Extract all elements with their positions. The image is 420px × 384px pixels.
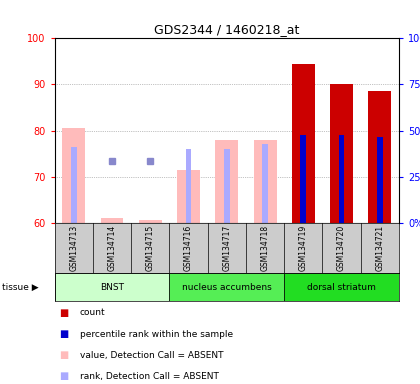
Text: ■: ■ <box>59 329 68 339</box>
Bar <box>300 135 306 223</box>
Text: BNST: BNST <box>100 283 124 291</box>
Bar <box>186 149 192 223</box>
Text: GSM134714: GSM134714 <box>108 225 116 271</box>
Text: GSM134717: GSM134717 <box>222 225 231 271</box>
Text: ■: ■ <box>59 371 68 381</box>
Bar <box>368 91 391 223</box>
Text: GSM134720: GSM134720 <box>337 225 346 271</box>
Bar <box>262 144 268 223</box>
Bar <box>177 170 200 223</box>
Bar <box>215 140 238 223</box>
Text: count: count <box>80 308 105 318</box>
Bar <box>254 140 276 223</box>
Text: value, Detection Call = ABSENT: value, Detection Call = ABSENT <box>80 351 223 360</box>
Text: GSM134718: GSM134718 <box>260 225 270 271</box>
Bar <box>55 273 169 301</box>
Bar <box>292 64 315 223</box>
Bar <box>330 84 353 223</box>
Text: rank, Detection Call = ABSENT: rank, Detection Call = ABSENT <box>80 372 219 381</box>
Title: GDS2344 / 1460218_at: GDS2344 / 1460218_at <box>154 23 299 36</box>
Text: ■: ■ <box>59 350 68 360</box>
Text: GSM134716: GSM134716 <box>184 225 193 271</box>
Bar <box>169 273 284 301</box>
Text: ■: ■ <box>59 308 68 318</box>
Bar <box>224 149 230 223</box>
Bar <box>100 218 123 223</box>
Bar <box>71 147 76 223</box>
Bar <box>284 273 399 301</box>
Text: GSM134721: GSM134721 <box>375 225 384 271</box>
Text: GSM134713: GSM134713 <box>69 225 78 271</box>
Text: GSM134719: GSM134719 <box>299 225 308 271</box>
Bar <box>377 137 383 223</box>
Text: nucleus accumbens: nucleus accumbens <box>182 283 272 291</box>
Text: dorsal striatum: dorsal striatum <box>307 283 376 291</box>
Text: GSM134715: GSM134715 <box>146 225 155 271</box>
Bar <box>62 128 85 223</box>
Text: tissue ▶: tissue ▶ <box>2 283 39 291</box>
Bar <box>139 220 162 223</box>
Text: percentile rank within the sample: percentile rank within the sample <box>80 329 233 339</box>
Bar <box>339 135 344 223</box>
